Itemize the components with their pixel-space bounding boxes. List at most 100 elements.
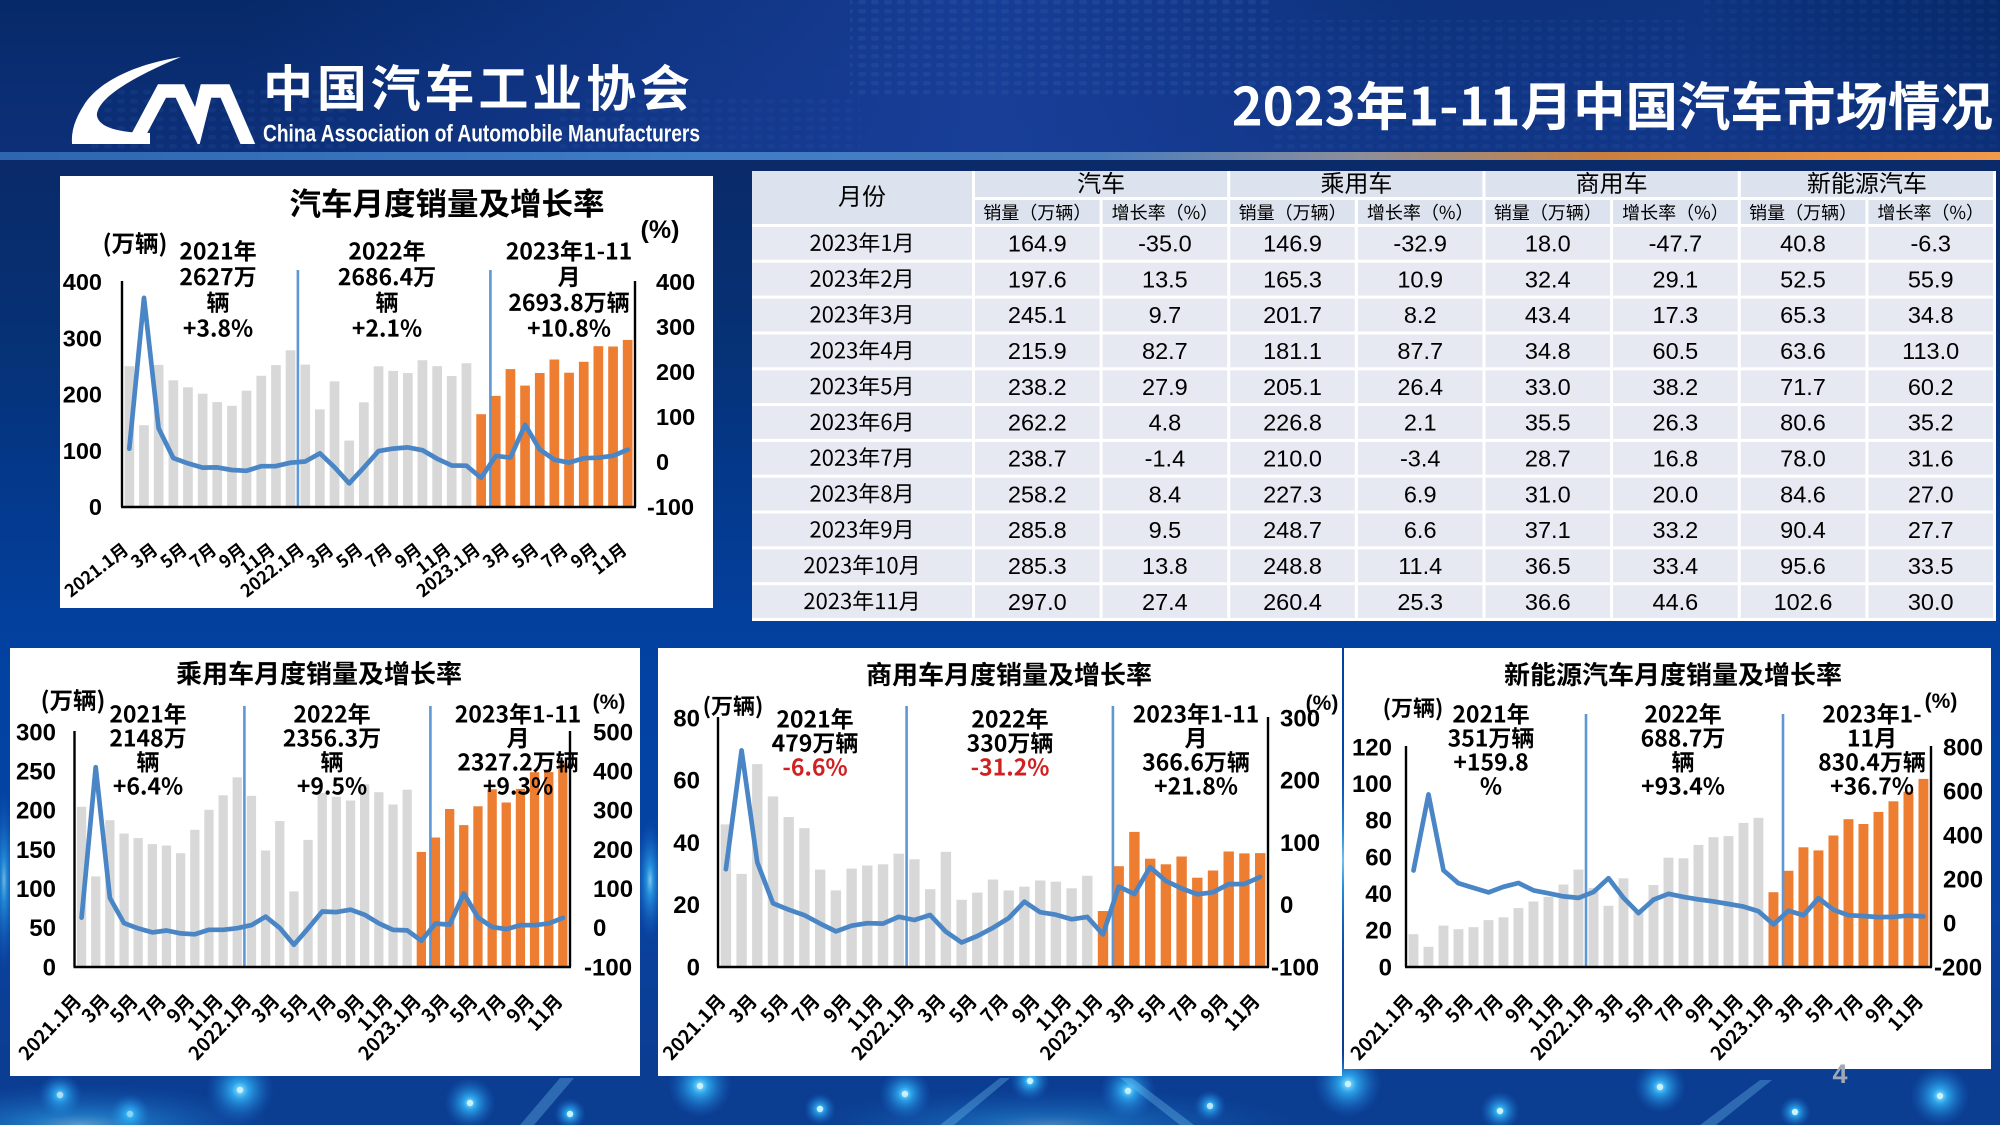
svg-text:258.2: 258.2 bbox=[1008, 481, 1067, 507]
svg-text:60: 60 bbox=[1365, 844, 1392, 871]
svg-text:6.9: 6.9 bbox=[1404, 481, 1437, 507]
svg-text:80: 80 bbox=[1365, 808, 1392, 835]
svg-text:150: 150 bbox=[16, 837, 56, 864]
svg-text:20.0: 20.0 bbox=[1653, 481, 1699, 507]
svg-text:China Association of Automobil: China Association of Automobile Manufact… bbox=[263, 121, 700, 148]
svg-text:238.2: 238.2 bbox=[1008, 374, 1067, 400]
svg-text:30.0: 30.0 bbox=[1908, 589, 1954, 615]
svg-text:0: 0 bbox=[656, 449, 669, 475]
svg-text:37.1: 37.1 bbox=[1525, 517, 1571, 543]
svg-text:100: 100 bbox=[1352, 771, 1392, 798]
svg-text:100: 100 bbox=[656, 404, 695, 430]
svg-text:25.3: 25.3 bbox=[1397, 589, 1443, 615]
svg-text:4: 4 bbox=[1832, 1059, 1847, 1089]
svg-text:0: 0 bbox=[1379, 954, 1392, 981]
svg-text:300: 300 bbox=[16, 719, 56, 746]
svg-text:28.7: 28.7 bbox=[1525, 446, 1571, 472]
svg-text:34.8: 34.8 bbox=[1525, 338, 1571, 364]
svg-text:197.6: 197.6 bbox=[1008, 266, 1067, 292]
svg-text:34.8: 34.8 bbox=[1908, 302, 1954, 328]
svg-text:17.3: 17.3 bbox=[1653, 302, 1699, 328]
svg-text:40.8: 40.8 bbox=[1780, 231, 1826, 257]
svg-text:38.2: 38.2 bbox=[1653, 374, 1699, 400]
svg-text:(%): (%) bbox=[1306, 692, 1339, 715]
svg-text:300: 300 bbox=[63, 326, 102, 352]
svg-text:205.1: 205.1 bbox=[1263, 374, 1322, 400]
svg-text:248.7: 248.7 bbox=[1263, 517, 1322, 543]
svg-text:200: 200 bbox=[656, 359, 695, 385]
svg-text:113.0: 113.0 bbox=[1902, 338, 1959, 364]
svg-text:500: 500 bbox=[593, 719, 633, 746]
svg-text:31.0: 31.0 bbox=[1525, 481, 1571, 507]
svg-text:9.5: 9.5 bbox=[1149, 517, 1182, 543]
svg-text:210.0: 210.0 bbox=[1263, 446, 1322, 472]
svg-text:0: 0 bbox=[43, 954, 56, 981]
svg-text:35.5: 35.5 bbox=[1525, 410, 1571, 436]
svg-text:600: 600 bbox=[1943, 778, 1983, 805]
svg-text:226.8: 226.8 bbox=[1263, 410, 1322, 436]
svg-text:10.9: 10.9 bbox=[1397, 266, 1443, 292]
svg-text:27.9: 27.9 bbox=[1142, 374, 1188, 400]
svg-text:11.4: 11.4 bbox=[1398, 553, 1442, 579]
svg-text:300: 300 bbox=[1280, 705, 1320, 732]
svg-text:26.4: 26.4 bbox=[1397, 374, 1443, 400]
svg-text:181.1: 181.1 bbox=[1263, 338, 1322, 364]
svg-text:800: 800 bbox=[1943, 734, 1983, 761]
svg-text:0: 0 bbox=[89, 494, 102, 520]
svg-text:300: 300 bbox=[656, 314, 695, 340]
svg-text:35.2: 35.2 bbox=[1908, 410, 1954, 436]
svg-text:-100: -100 bbox=[584, 954, 632, 981]
svg-text:260.4: 260.4 bbox=[1263, 589, 1322, 615]
svg-text:43.4: 43.4 bbox=[1525, 302, 1571, 328]
svg-text:20: 20 bbox=[1365, 918, 1392, 945]
svg-text:20: 20 bbox=[673, 892, 700, 919]
svg-text:262.2: 262.2 bbox=[1008, 410, 1067, 436]
svg-text:400: 400 bbox=[593, 759, 633, 786]
svg-text:40: 40 bbox=[673, 830, 700, 857]
svg-text:33.2: 33.2 bbox=[1653, 517, 1699, 543]
svg-text:238.7: 238.7 bbox=[1008, 446, 1067, 472]
svg-text:13.5: 13.5 bbox=[1142, 266, 1188, 292]
svg-text:285.3: 285.3 bbox=[1008, 553, 1067, 579]
svg-text:78.0: 78.0 bbox=[1780, 446, 1826, 472]
svg-text:80.6: 80.6 bbox=[1780, 410, 1826, 436]
svg-text:0: 0 bbox=[687, 954, 700, 981]
svg-text:0: 0 bbox=[1280, 892, 1293, 919]
svg-text:(%): (%) bbox=[593, 691, 626, 714]
svg-text:27.0: 27.0 bbox=[1908, 481, 1954, 507]
svg-text:100: 100 bbox=[63, 438, 102, 464]
svg-text:300: 300 bbox=[593, 798, 633, 825]
svg-text:200: 200 bbox=[593, 837, 633, 864]
svg-text:-3.4: -3.4 bbox=[1400, 446, 1441, 472]
svg-text:(%): (%) bbox=[641, 216, 680, 244]
svg-text:44.6: 44.6 bbox=[1653, 589, 1699, 615]
svg-text:50: 50 bbox=[29, 915, 56, 942]
svg-text:146.9: 146.9 bbox=[1263, 231, 1322, 257]
svg-text:-100: -100 bbox=[1271, 954, 1319, 981]
svg-text:60.2: 60.2 bbox=[1908, 374, 1954, 400]
svg-text:165.3: 165.3 bbox=[1263, 266, 1322, 292]
svg-text:27.7: 27.7 bbox=[1908, 517, 1954, 543]
svg-text:100: 100 bbox=[16, 876, 56, 903]
svg-text:63.6: 63.6 bbox=[1780, 338, 1826, 364]
svg-text:90.4: 90.4 bbox=[1780, 517, 1826, 543]
svg-text:52.5: 52.5 bbox=[1780, 266, 1826, 292]
svg-text:36.5: 36.5 bbox=[1525, 553, 1571, 579]
svg-text:-1.4: -1.4 bbox=[1145, 446, 1186, 472]
svg-text:200: 200 bbox=[1280, 768, 1320, 795]
svg-text:400: 400 bbox=[63, 269, 102, 295]
svg-text:285.8: 285.8 bbox=[1008, 517, 1067, 543]
svg-text:55.9: 55.9 bbox=[1908, 266, 1954, 292]
svg-text:82.7: 82.7 bbox=[1142, 338, 1188, 364]
svg-text:-100: -100 bbox=[647, 494, 694, 520]
svg-text:31.6: 31.6 bbox=[1908, 446, 1954, 472]
svg-text:0: 0 bbox=[1943, 910, 1956, 937]
svg-text:227.3: 227.3 bbox=[1263, 481, 1322, 507]
svg-text:32.4: 32.4 bbox=[1525, 266, 1571, 292]
svg-text:248.8: 248.8 bbox=[1263, 553, 1322, 579]
svg-text:-200: -200 bbox=[1934, 954, 1982, 981]
svg-text:16.8: 16.8 bbox=[1653, 446, 1699, 472]
svg-text:8.4: 8.4 bbox=[1149, 481, 1182, 507]
svg-text:29.1: 29.1 bbox=[1653, 266, 1699, 292]
svg-text:250: 250 bbox=[16, 759, 56, 786]
